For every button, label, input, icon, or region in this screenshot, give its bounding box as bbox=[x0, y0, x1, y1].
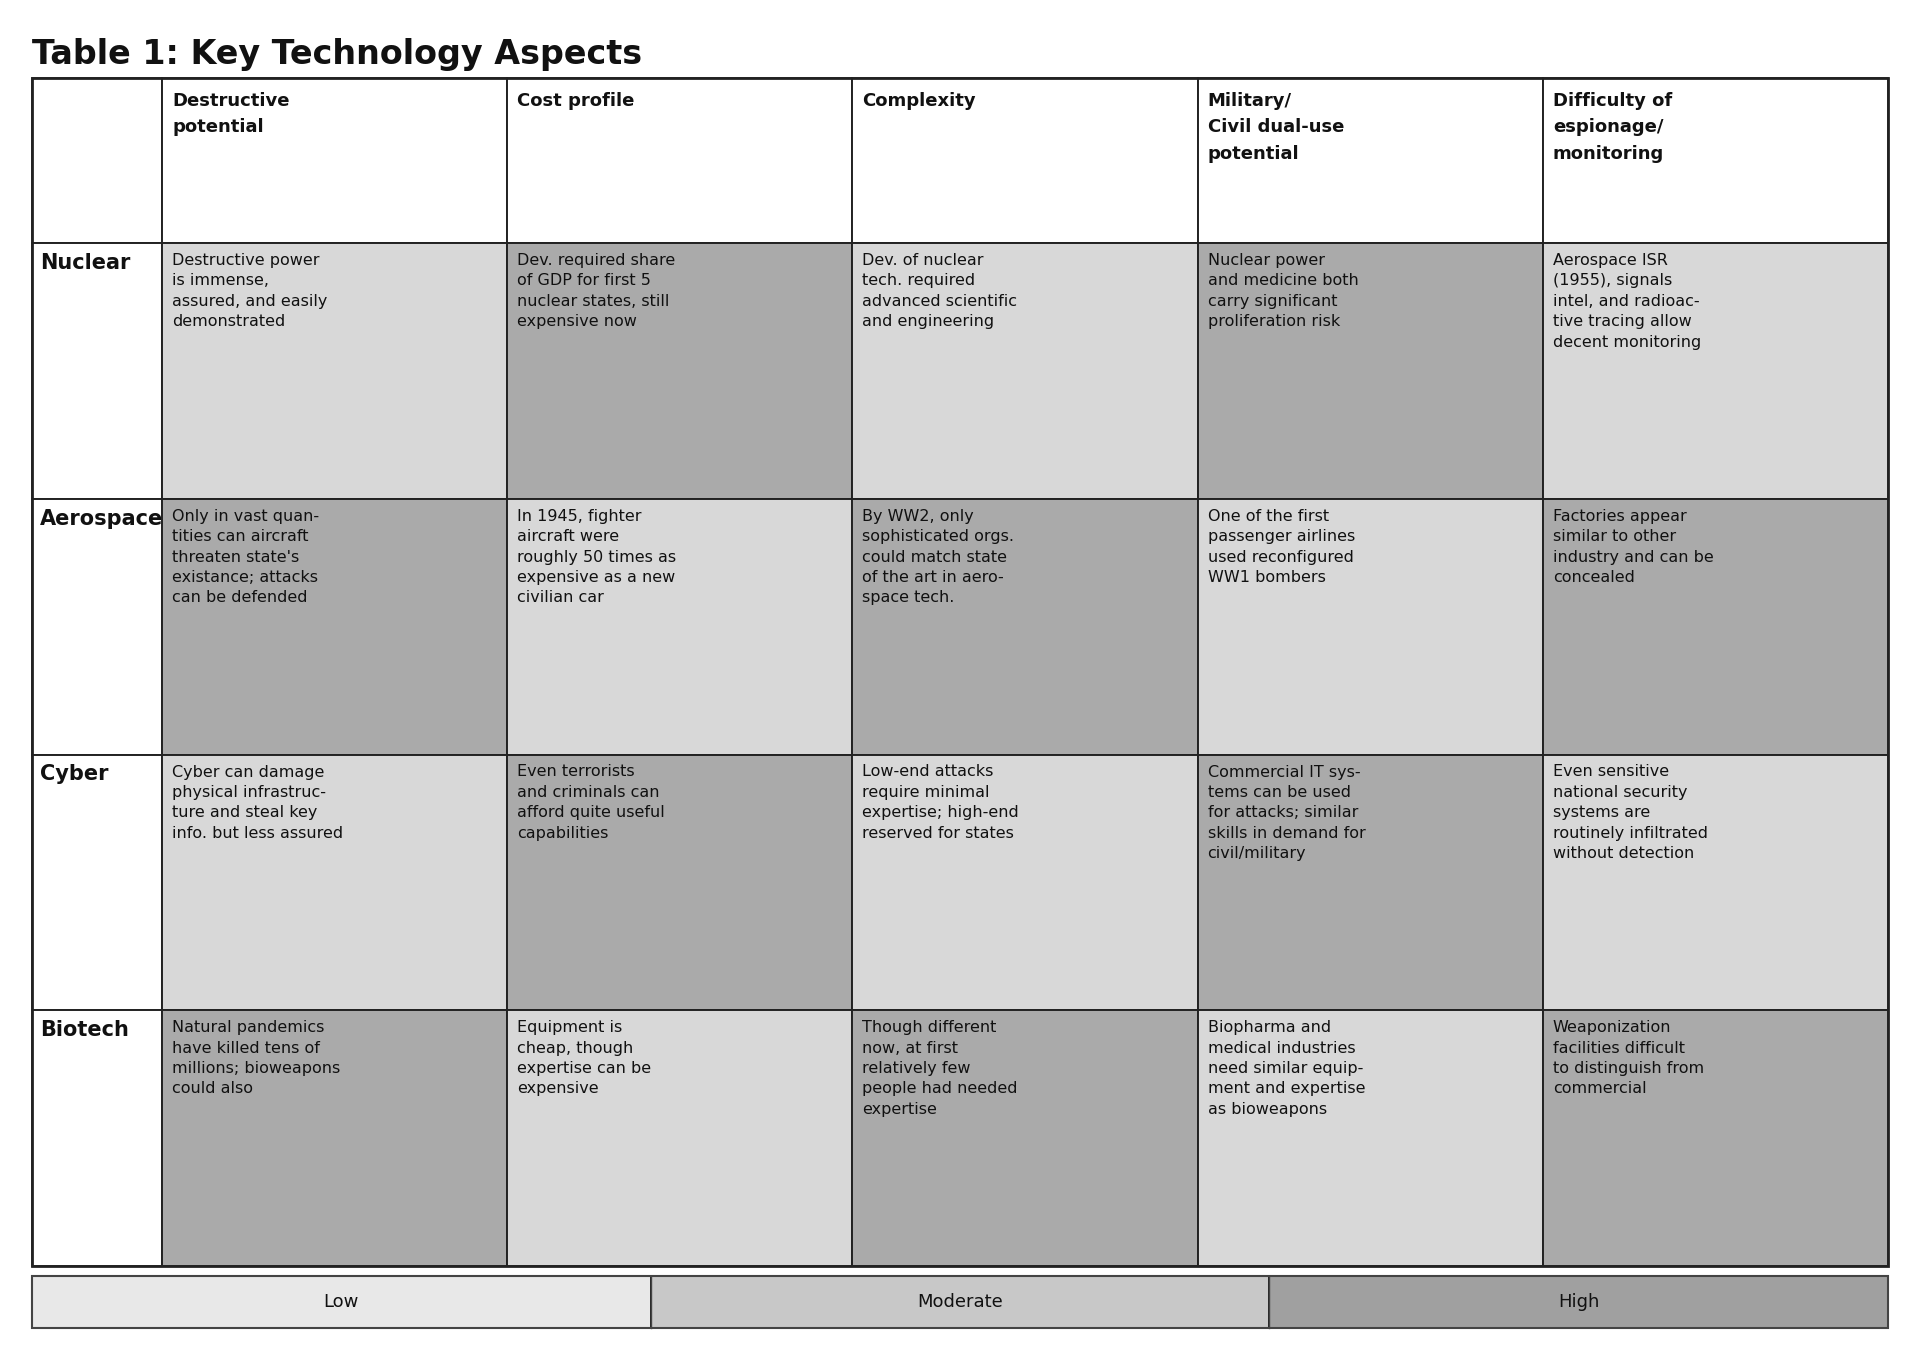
Text: Cyber can damage
physical infrastruc-
ture and steal key
info. but less assured: Cyber can damage physical infrastruc- tu… bbox=[172, 765, 343, 841]
Bar bbox=[507, 1010, 852, 1266]
Bar bbox=[33, 77, 163, 243]
Bar bbox=[1543, 77, 1887, 243]
Text: Biotech: Biotech bbox=[40, 1020, 128, 1040]
Text: Low-end attacks
require minimal
expertise; high-end
reserved for states: Low-end attacks require minimal expertis… bbox=[863, 765, 1018, 841]
Text: Nuclear: Nuclear bbox=[40, 253, 130, 273]
Text: Factories appear
similar to other
industry and can be
concealed: Factories appear similar to other indust… bbox=[1552, 509, 1713, 585]
Bar bbox=[1543, 755, 1887, 1010]
Text: Aerospace: Aerospace bbox=[40, 509, 163, 528]
Text: High: High bbox=[1558, 1293, 1600, 1310]
Text: Though different
now, at first
relatively few
people had needed
expertise: Though different now, at first relativel… bbox=[863, 1020, 1018, 1116]
Text: Weaponization
facilities difficult
to distinguish from
commercial: Weaponization facilities difficult to di… bbox=[1552, 1020, 1703, 1096]
Text: Only in vast quan-
tities can aircraft
threaten state's
existance; attacks
can b: Only in vast quan- tities can aircraft t… bbox=[172, 509, 320, 606]
Text: One of the first
passenger airlines
used reconfigured
WW1 bombers: One of the first passenger airlines used… bbox=[1208, 509, 1355, 585]
Bar bbox=[1543, 243, 1887, 498]
Bar bbox=[1198, 498, 1543, 755]
Text: Dev. required share
of GDP for first 5
nuclear states, still
expensive now: Dev. required share of GDP for first 5 n… bbox=[517, 253, 676, 329]
Bar bbox=[1198, 755, 1543, 1010]
Bar bbox=[1543, 1010, 1887, 1266]
Text: Commercial IT sys-
tems can be used
for attacks; similar
skills in demand for
ci: Commercial IT sys- tems can be used for … bbox=[1208, 765, 1365, 861]
Text: Nuclear power
and medicine both
carry significant
proliferation risk: Nuclear power and medicine both carry si… bbox=[1208, 253, 1359, 329]
Bar bbox=[1198, 243, 1543, 498]
Bar bbox=[33, 1010, 163, 1266]
Text: Aerospace ISR
(1955), signals
intel, and radioac-
tive tracing allow
decent moni: Aerospace ISR (1955), signals intel, and… bbox=[1552, 253, 1702, 349]
Text: Moderate: Moderate bbox=[917, 1293, 1003, 1310]
Bar bbox=[33, 755, 163, 1010]
Bar bbox=[852, 1010, 1198, 1266]
Bar bbox=[507, 755, 852, 1010]
Bar bbox=[33, 77, 1887, 1266]
Bar bbox=[33, 1277, 1887, 1328]
Bar bbox=[33, 1277, 651, 1328]
Text: Biopharma and
medical industries
need similar equip-
ment and expertise
as biowe: Biopharma and medical industries need si… bbox=[1208, 1020, 1365, 1116]
Text: Table 1: Key Technology Aspects: Table 1: Key Technology Aspects bbox=[33, 38, 641, 71]
Text: Cost profile: Cost profile bbox=[517, 92, 635, 110]
Text: Equipment is
cheap, though
expertise can be
expensive: Equipment is cheap, though expertise can… bbox=[517, 1020, 651, 1096]
Bar bbox=[852, 755, 1198, 1010]
Text: Cyber: Cyber bbox=[40, 765, 109, 785]
Bar bbox=[651, 1277, 1269, 1328]
Text: Complexity: Complexity bbox=[863, 92, 976, 110]
Text: By WW2, only
sophisticated orgs.
could match state
of the art in aero-
space tec: By WW2, only sophisticated orgs. could m… bbox=[863, 509, 1014, 606]
Bar bbox=[852, 498, 1198, 755]
Text: Difficulty of
espionage/
monitoring: Difficulty of espionage/ monitoring bbox=[1552, 92, 1673, 163]
Bar bbox=[163, 498, 507, 755]
Text: Even terrorists
and criminals can
afford quite useful
capabilities: Even terrorists and criminals can afford… bbox=[517, 765, 664, 841]
Bar bbox=[33, 243, 163, 498]
Bar bbox=[163, 1010, 507, 1266]
Bar bbox=[1543, 498, 1887, 755]
Bar bbox=[163, 243, 507, 498]
Text: Natural pandemics
have killed tens of
millions; bioweapons
could also: Natural pandemics have killed tens of mi… bbox=[172, 1020, 341, 1096]
Bar bbox=[1269, 1277, 1887, 1328]
Bar bbox=[852, 77, 1198, 243]
Text: Destructive
potential: Destructive potential bbox=[172, 92, 289, 136]
Text: Destructive power
is immense,
assured, and easily
demonstrated: Destructive power is immense, assured, a… bbox=[172, 253, 327, 329]
Text: Dev. of nuclear
tech. required
advanced scientific
and engineering: Dev. of nuclear tech. required advanced … bbox=[863, 253, 1018, 329]
Bar bbox=[852, 243, 1198, 498]
Text: Even sensitive
national security
systems are
routinely infiltrated
without detec: Even sensitive national security systems… bbox=[1552, 765, 1707, 861]
Text: In 1945, fighter
aircraft were
roughly 50 times as
expensive as a new
civilian c: In 1945, fighter aircraft were roughly 5… bbox=[517, 509, 676, 606]
Text: Military/
Civil dual-use
potential: Military/ Civil dual-use potential bbox=[1208, 92, 1344, 163]
Text: Low: Low bbox=[323, 1293, 360, 1310]
Bar bbox=[507, 77, 852, 243]
Bar bbox=[1198, 1010, 1543, 1266]
Bar bbox=[507, 498, 852, 755]
Bar bbox=[1198, 77, 1543, 243]
Bar bbox=[507, 243, 852, 498]
Bar bbox=[163, 755, 507, 1010]
Bar bbox=[163, 77, 507, 243]
Bar bbox=[33, 498, 163, 755]
